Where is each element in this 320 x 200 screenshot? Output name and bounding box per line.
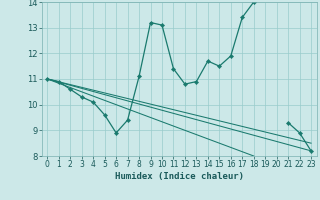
X-axis label: Humidex (Indice chaleur): Humidex (Indice chaleur) xyxy=(115,172,244,181)
